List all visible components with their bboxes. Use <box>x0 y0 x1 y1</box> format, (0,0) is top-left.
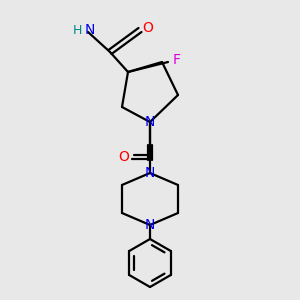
Text: H: H <box>73 23 82 37</box>
Text: N: N <box>145 166 155 180</box>
Text: F: F <box>173 53 181 67</box>
Text: N: N <box>85 23 95 37</box>
Text: O: O <box>118 150 129 164</box>
Text: N: N <box>145 115 155 129</box>
Text: O: O <box>142 21 153 35</box>
Text: N: N <box>145 218 155 232</box>
